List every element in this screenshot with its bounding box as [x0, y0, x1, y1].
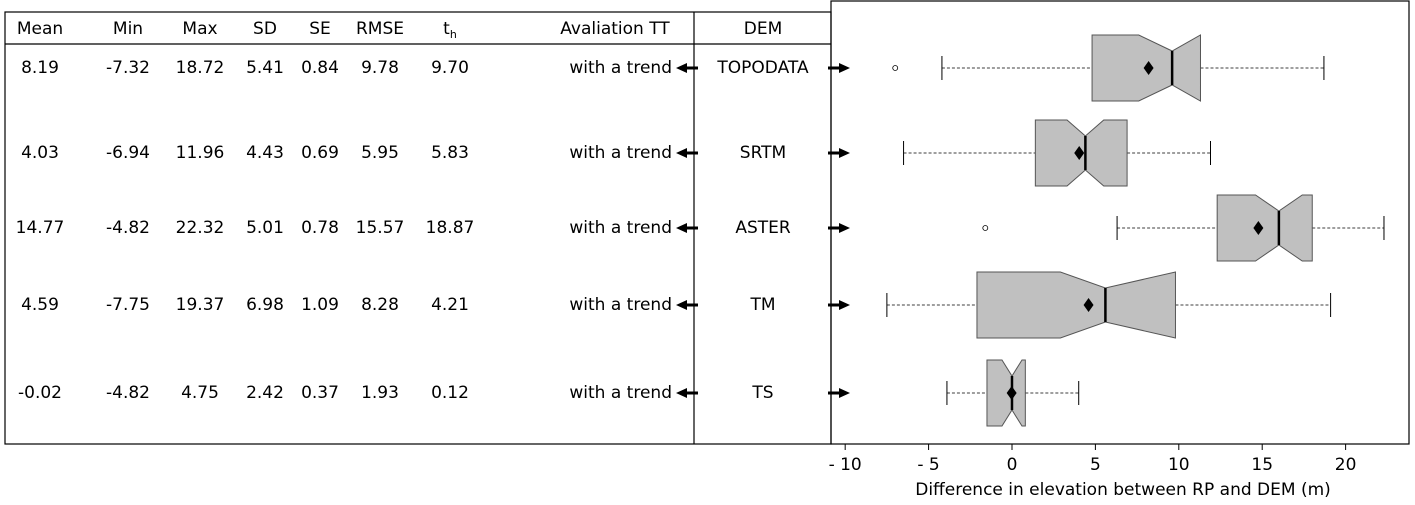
dem-label: TS [751, 383, 773, 403]
table-cell: 5.83 [431, 143, 469, 163]
table-cell: 0.37 [301, 383, 339, 403]
box [976, 271, 1176, 339]
mean [1143, 61, 1154, 75]
table-cell: 5.01 [246, 218, 284, 238]
table-cell: 9.70 [431, 58, 469, 78]
outlier [982, 225, 989, 231]
column-header: Avaliation TT [560, 19, 670, 39]
column-header-base: t [443, 19, 450, 39]
table-cell: 18.72 [176, 58, 225, 78]
table-cell: -6.94 [106, 143, 150, 163]
arrow-left [676, 300, 698, 310]
table-cell: with a trend [569, 218, 672, 238]
arrow-left [676, 388, 698, 398]
plot-frame [830, 0, 1410, 445]
outlier [892, 65, 899, 71]
table-cell: 0.84 [301, 58, 339, 78]
x-tick-label: 5 [1090, 455, 1101, 475]
table-cell: 8.19 [21, 58, 59, 78]
column-header: Max [182, 19, 217, 39]
arrow-right [828, 148, 850, 158]
table-cell: -4.82 [106, 218, 150, 238]
x-axis-label: Difference in elevation between RP and D… [915, 480, 1331, 500]
table-cell: 8.28 [361, 295, 399, 315]
dem-label: SRTM [740, 143, 786, 163]
table-cell: 1.93 [361, 383, 399, 403]
table-cell: 5.41 [246, 58, 284, 78]
arrow-right [828, 300, 850, 310]
arrow-right [828, 63, 850, 73]
dem-label: TM [749, 295, 775, 315]
table-cell: -0.02 [18, 383, 62, 403]
column-header: th [443, 19, 457, 41]
box [986, 359, 1026, 427]
table-cell: with a trend [569, 58, 672, 78]
table-cell: 0.69 [301, 143, 339, 163]
table-cell: 4.59 [21, 295, 59, 315]
x-tick-label: 0 [1007, 455, 1018, 475]
dem-label: ASTER [735, 218, 791, 238]
box [1216, 194, 1313, 262]
arrow-left [676, 148, 698, 158]
table-cell: with a trend [569, 295, 672, 315]
arrow-left [676, 223, 698, 233]
table-cell: 4.75 [181, 383, 219, 403]
x-tick-label: - 5 [917, 455, 939, 475]
x-tick-label: - 10 [829, 455, 862, 475]
table-cell: 18.87 [426, 218, 475, 238]
dem-label: TOPODATA [716, 58, 809, 78]
arrow-left [676, 63, 698, 73]
arrow-right [828, 388, 850, 398]
table-cell: with a trend [569, 143, 672, 163]
x-tick-label: 10 [1168, 455, 1190, 475]
mean [1006, 386, 1017, 400]
table-cell: -7.75 [106, 295, 150, 315]
column-header: SD [253, 19, 277, 39]
column-header: SE [309, 19, 331, 39]
table-cell: 0.78 [301, 218, 339, 238]
x-tick-label: 15 [1251, 455, 1273, 475]
table-cell: 11.96 [176, 143, 225, 163]
table-cell: with a trend [569, 383, 672, 403]
x-tick-label: 20 [1335, 455, 1357, 475]
mean [1074, 146, 1085, 160]
table-cell: 1.09 [301, 295, 339, 315]
table-cell: -7.32 [106, 58, 150, 78]
table-cell: 19.37 [176, 295, 225, 315]
table-cell: 0.12 [431, 383, 469, 403]
table-cell: 4.21 [431, 295, 469, 315]
column-header: Mean [17, 19, 63, 39]
table-cell: 22.32 [176, 218, 225, 238]
table-cell: 4.03 [21, 143, 59, 163]
table-cell: 14.77 [16, 218, 65, 238]
mean [1083, 298, 1094, 312]
table-cell: 4.43 [246, 143, 284, 163]
column-header: DEM [744, 19, 783, 39]
table-cell: -4.82 [106, 383, 150, 403]
table-cell: 9.78 [361, 58, 399, 78]
table-cell: 6.98 [246, 295, 284, 315]
arrow-right [828, 223, 850, 233]
table-cell: 15.57 [356, 218, 405, 238]
mean [1253, 221, 1264, 235]
column-header-sub: h [450, 28, 457, 41]
column-header: RMSE [356, 19, 404, 39]
table-cell: 5.95 [361, 143, 399, 163]
table-cell: 2.42 [246, 383, 284, 403]
column-header: Min [113, 19, 143, 39]
